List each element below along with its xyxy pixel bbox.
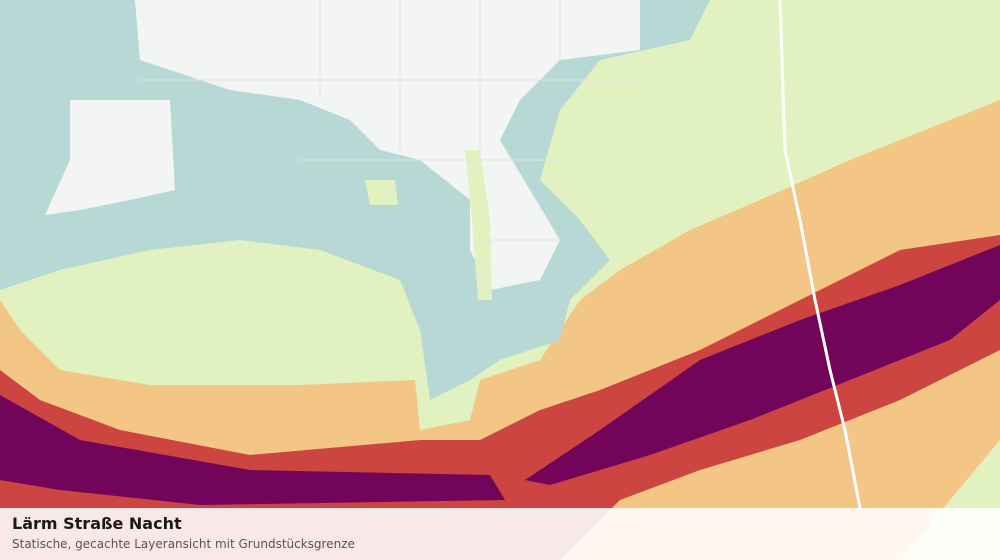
grid (140, 0, 640, 241)
zone-purple (0, 395, 505, 505)
zone-low (365, 180, 398, 205)
zone-blue (0, 0, 710, 400)
built-area (45, 100, 175, 215)
zone-purple (525, 245, 1000, 485)
map-title: Lärm Straße Nacht (12, 514, 182, 533)
map-subtitle: Statische, gecachte Layeransicht mit Gru… (12, 537, 355, 551)
zone-low (465, 150, 492, 300)
built-area (135, 0, 640, 290)
caption-bar: Lärm Straße Nacht Statische, gecachte La… (0, 508, 1000, 560)
parcel-boundary (778, 0, 862, 509)
